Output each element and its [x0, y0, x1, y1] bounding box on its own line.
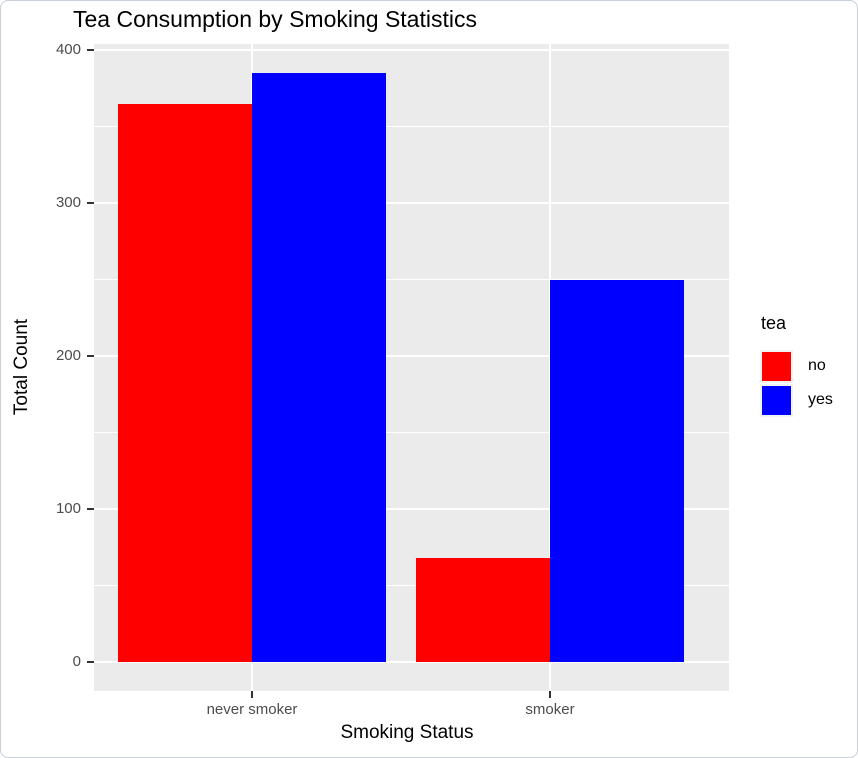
gridline-major-400 — [94, 49, 729, 52]
y-axis-title: Total Count — [11, 318, 32, 416]
bar-never-smoker-no — [118, 103, 252, 662]
y-tick-label-0: 0 — [72, 653, 81, 670]
y-tick-mark-100 — [87, 508, 94, 511]
y-tick-mark-400 — [87, 49, 94, 52]
legend-label-no: no — [808, 357, 826, 374]
gridline-major-300 — [94, 202, 729, 205]
x-tick-mark-1 — [549, 691, 551, 698]
bar-smoker-no — [416, 558, 550, 662]
gridline-minor-250 — [94, 279, 729, 281]
gridline-major-0 — [94, 661, 729, 663]
legend-title: tea — [761, 313, 787, 333]
x-tick-label-0: never smoker — [206, 701, 298, 718]
y-tick-mark-200 — [87, 355, 94, 358]
x-tick-mark-0 — [251, 691, 253, 698]
x-axis-title: Smoking Status — [340, 722, 474, 743]
gridline-minor-150 — [94, 432, 729, 434]
y-tick-mark-0 — [87, 661, 94, 663]
y-tick-label-400: 400 — [55, 41, 81, 59]
x-tick-label-1: smoker — [525, 701, 575, 718]
y-tick-label-200: 200 — [55, 347, 81, 365]
legend-key-yes — [760, 384, 793, 417]
gridline-minor-350 — [94, 126, 729, 128]
legend-label-yes: yes — [808, 391, 833, 408]
plot-panel — [94, 44, 729, 691]
legend-key-no — [760, 350, 793, 383]
y-tick-mark-300 — [87, 202, 94, 205]
chart-title: Tea Consumption by Smoking Statistics — [73, 6, 477, 32]
gridline-major-200 — [94, 355, 729, 358]
bar-smoker-yes — [550, 279, 684, 662]
gridline-major-100 — [94, 508, 729, 511]
bar-never-smoker-yes — [252, 73, 386, 662]
y-tick-label-100: 100 — [55, 500, 81, 518]
gridline-minor-50 — [94, 585, 729, 587]
y-tick-label-300: 300 — [55, 194, 81, 212]
